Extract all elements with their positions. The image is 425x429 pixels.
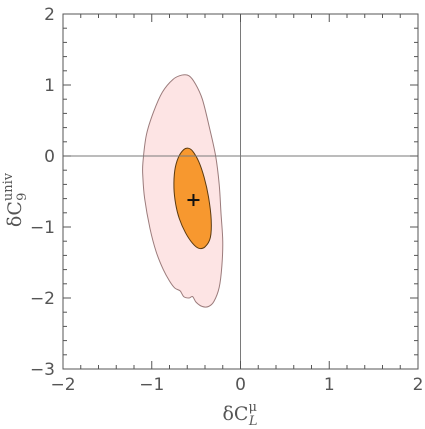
x-tick-label: 1: [324, 375, 335, 395]
confidence-regions: [142, 74, 224, 308]
x-axis-label: δCμ L: [222, 400, 257, 429]
y-tick-label: −2: [30, 289, 55, 309]
x-tick-label: −1: [139, 375, 164, 395]
y-axis-label-subscript: 9: [15, 193, 30, 201]
y-axis-label-superscript: univ: [1, 172, 16, 201]
x-axis-label-base: δC: [222, 403, 248, 425]
y-tick-label: 0: [44, 147, 55, 167]
y-tick-label: −1: [30, 218, 55, 238]
y-tick-label: 2: [44, 5, 55, 25]
x-tick-label: 0: [235, 375, 246, 395]
y-tick-label: −3: [30, 360, 55, 380]
y-tick-label: 1: [44, 76, 55, 96]
x-axis-label-subscript: L: [248, 414, 258, 429]
x-tick-label: 2: [413, 375, 424, 395]
x-axis-label-superscript: μ: [248, 400, 256, 415]
best-fit-marker: [187, 194, 200, 207]
x-tick-label: −2: [50, 375, 75, 395]
axis-ticks: [62, 13, 419, 370]
y-axis-label: δCuniv9: [1, 172, 30, 227]
y-axis-label-base: δC: [4, 201, 26, 227]
